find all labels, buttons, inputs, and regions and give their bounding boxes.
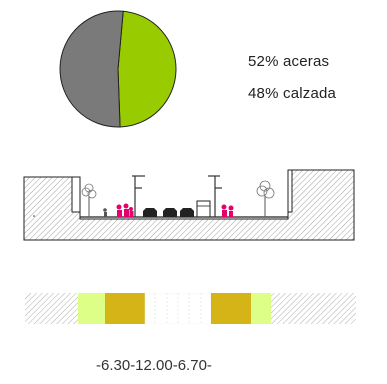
pie-slice-aceras — [59, 10, 124, 128]
legend-aceras: 52% aceras — [248, 53, 330, 70]
tree-right — [256, 180, 275, 217]
plan-sidewalk-right — [271, 293, 356, 324]
bus — [196, 200, 211, 218]
dimension-label: -6.30-12.00-6.70- — [96, 357, 212, 374]
plan-tree-strip-right — [251, 293, 271, 324]
pie-chart — [59, 10, 177, 128]
plan-tree-strip-left — [78, 293, 105, 324]
plan-parking-left — [105, 293, 145, 324]
pedestrians-right — [221, 204, 234, 217]
person-left — [103, 208, 107, 217]
plan-parking-right — [211, 293, 251, 324]
street-lamp-right — [208, 175, 222, 217]
street-lamp-left — [132, 175, 145, 217]
tree-left — [81, 183, 97, 217]
plan-sidewalk-left — [25, 293, 78, 324]
section-ground — [23, 169, 355, 241]
cars — [143, 208, 194, 217]
legend-calzada: 48% calzada — [248, 85, 337, 102]
street-section — [23, 169, 355, 241]
pedestrians-left — [116, 203, 134, 217]
pie-slice-calzada — [117, 10, 177, 128]
plan-strip — [25, 292, 356, 325]
